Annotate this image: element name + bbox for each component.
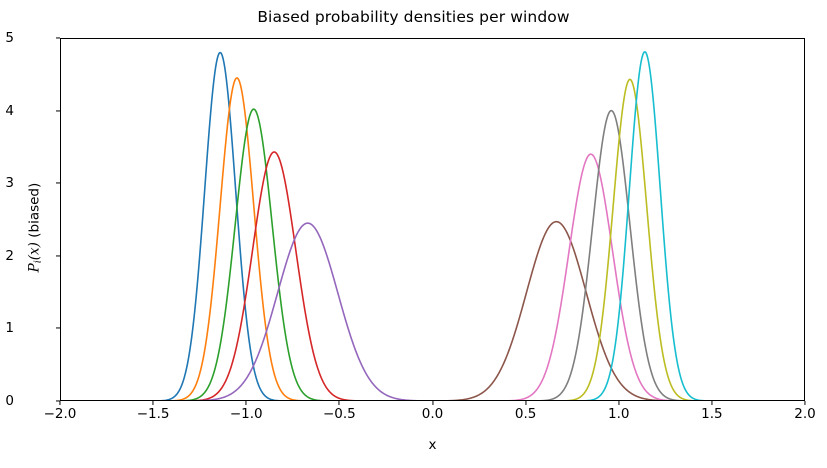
y-tick-mark	[55, 37, 60, 39]
curve-line	[60, 108, 805, 401]
y-tick-label: 1	[5, 320, 14, 337]
y-axis-label-suffix: (biased)	[26, 182, 43, 243]
plot-area	[60, 38, 805, 401]
x-tick-label: −0.5	[322, 406, 356, 422]
x-tick-label: 0.0	[421, 406, 444, 422]
y-axis-label: Pi(x) (biased)	[26, 138, 43, 318]
x-tick-label: −2.0	[43, 406, 77, 422]
x-tick-mark	[431, 401, 434, 406]
x-tick-label: 2.0	[794, 406, 816, 422]
curve-line	[60, 51, 805, 401]
curve-line	[60, 77, 805, 401]
y-axis-label-subscript: i	[32, 260, 44, 264]
x-tick-mark	[525, 401, 527, 406]
x-tick-mark	[152, 401, 154, 406]
y-tick-mark	[55, 110, 60, 112]
x-tick-label: 1.5	[701, 406, 723, 422]
y-tick-mark	[55, 327, 60, 329]
curve-line	[60, 220, 805, 401]
y-tick-mark	[55, 255, 60, 257]
curve-line	[60, 222, 805, 401]
curves-container	[60, 51, 805, 401]
y-axis-label-symbol: P	[26, 263, 43, 273]
x-tick-label: −1.5	[136, 406, 170, 422]
curve-line	[60, 78, 805, 401]
y-tick-label: 4	[5, 102, 14, 119]
x-axis-label: x	[428, 437, 437, 453]
curve-line	[60, 51, 805, 401]
x-tick-label: 0.5	[514, 406, 537, 422]
chart-title: Biased probability densities per window	[257, 8, 570, 26]
x-tick-mark	[618, 401, 620, 406]
y-tick-label: 0	[5, 393, 14, 409]
x-tick-mark	[338, 401, 340, 406]
x-tick-label: 1.0	[608, 406, 630, 422]
y-tick-mark	[55, 182, 60, 184]
y-tick-label: 3	[5, 175, 14, 192]
x-tick-mark	[59, 401, 61, 406]
curve-line	[60, 109, 805, 401]
y-axis-label-arg: (x)	[26, 242, 43, 261]
x-tick-mark	[711, 401, 713, 406]
x-tick-mark	[804, 401, 806, 406]
x-tick-mark	[245, 401, 247, 406]
y-tick-label: 5	[5, 30, 14, 46]
x-tick-label: −1.0	[229, 406, 263, 422]
y-tick-mark	[55, 400, 60, 402]
y-tick-label: 2	[5, 247, 14, 264]
curve-line	[60, 153, 805, 401]
curve-line	[60, 151, 805, 401]
